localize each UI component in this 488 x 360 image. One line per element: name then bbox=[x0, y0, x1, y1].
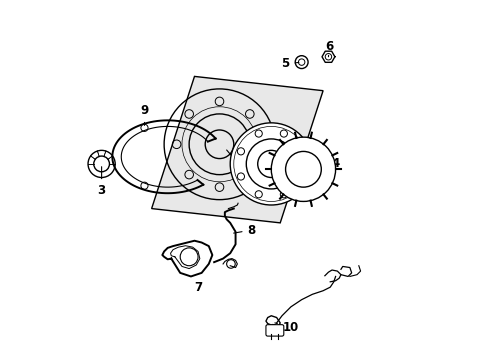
Circle shape bbox=[271, 137, 335, 202]
FancyBboxPatch shape bbox=[265, 325, 283, 336]
Polygon shape bbox=[265, 316, 280, 327]
Text: 3: 3 bbox=[97, 167, 105, 197]
Polygon shape bbox=[151, 76, 323, 223]
Text: 9: 9 bbox=[140, 104, 148, 125]
Text: 10: 10 bbox=[274, 321, 299, 334]
Circle shape bbox=[230, 123, 312, 205]
Text: 6: 6 bbox=[325, 40, 333, 57]
Circle shape bbox=[285, 152, 321, 187]
Text: 7: 7 bbox=[189, 261, 202, 294]
Circle shape bbox=[257, 150, 285, 177]
Text: 5: 5 bbox=[281, 57, 298, 71]
Text: 8: 8 bbox=[233, 224, 255, 237]
Circle shape bbox=[246, 139, 296, 189]
Text: 1: 1 bbox=[259, 181, 284, 201]
Text: 4: 4 bbox=[305, 157, 339, 170]
Polygon shape bbox=[162, 241, 212, 276]
Text: 2: 2 bbox=[226, 150, 248, 177]
